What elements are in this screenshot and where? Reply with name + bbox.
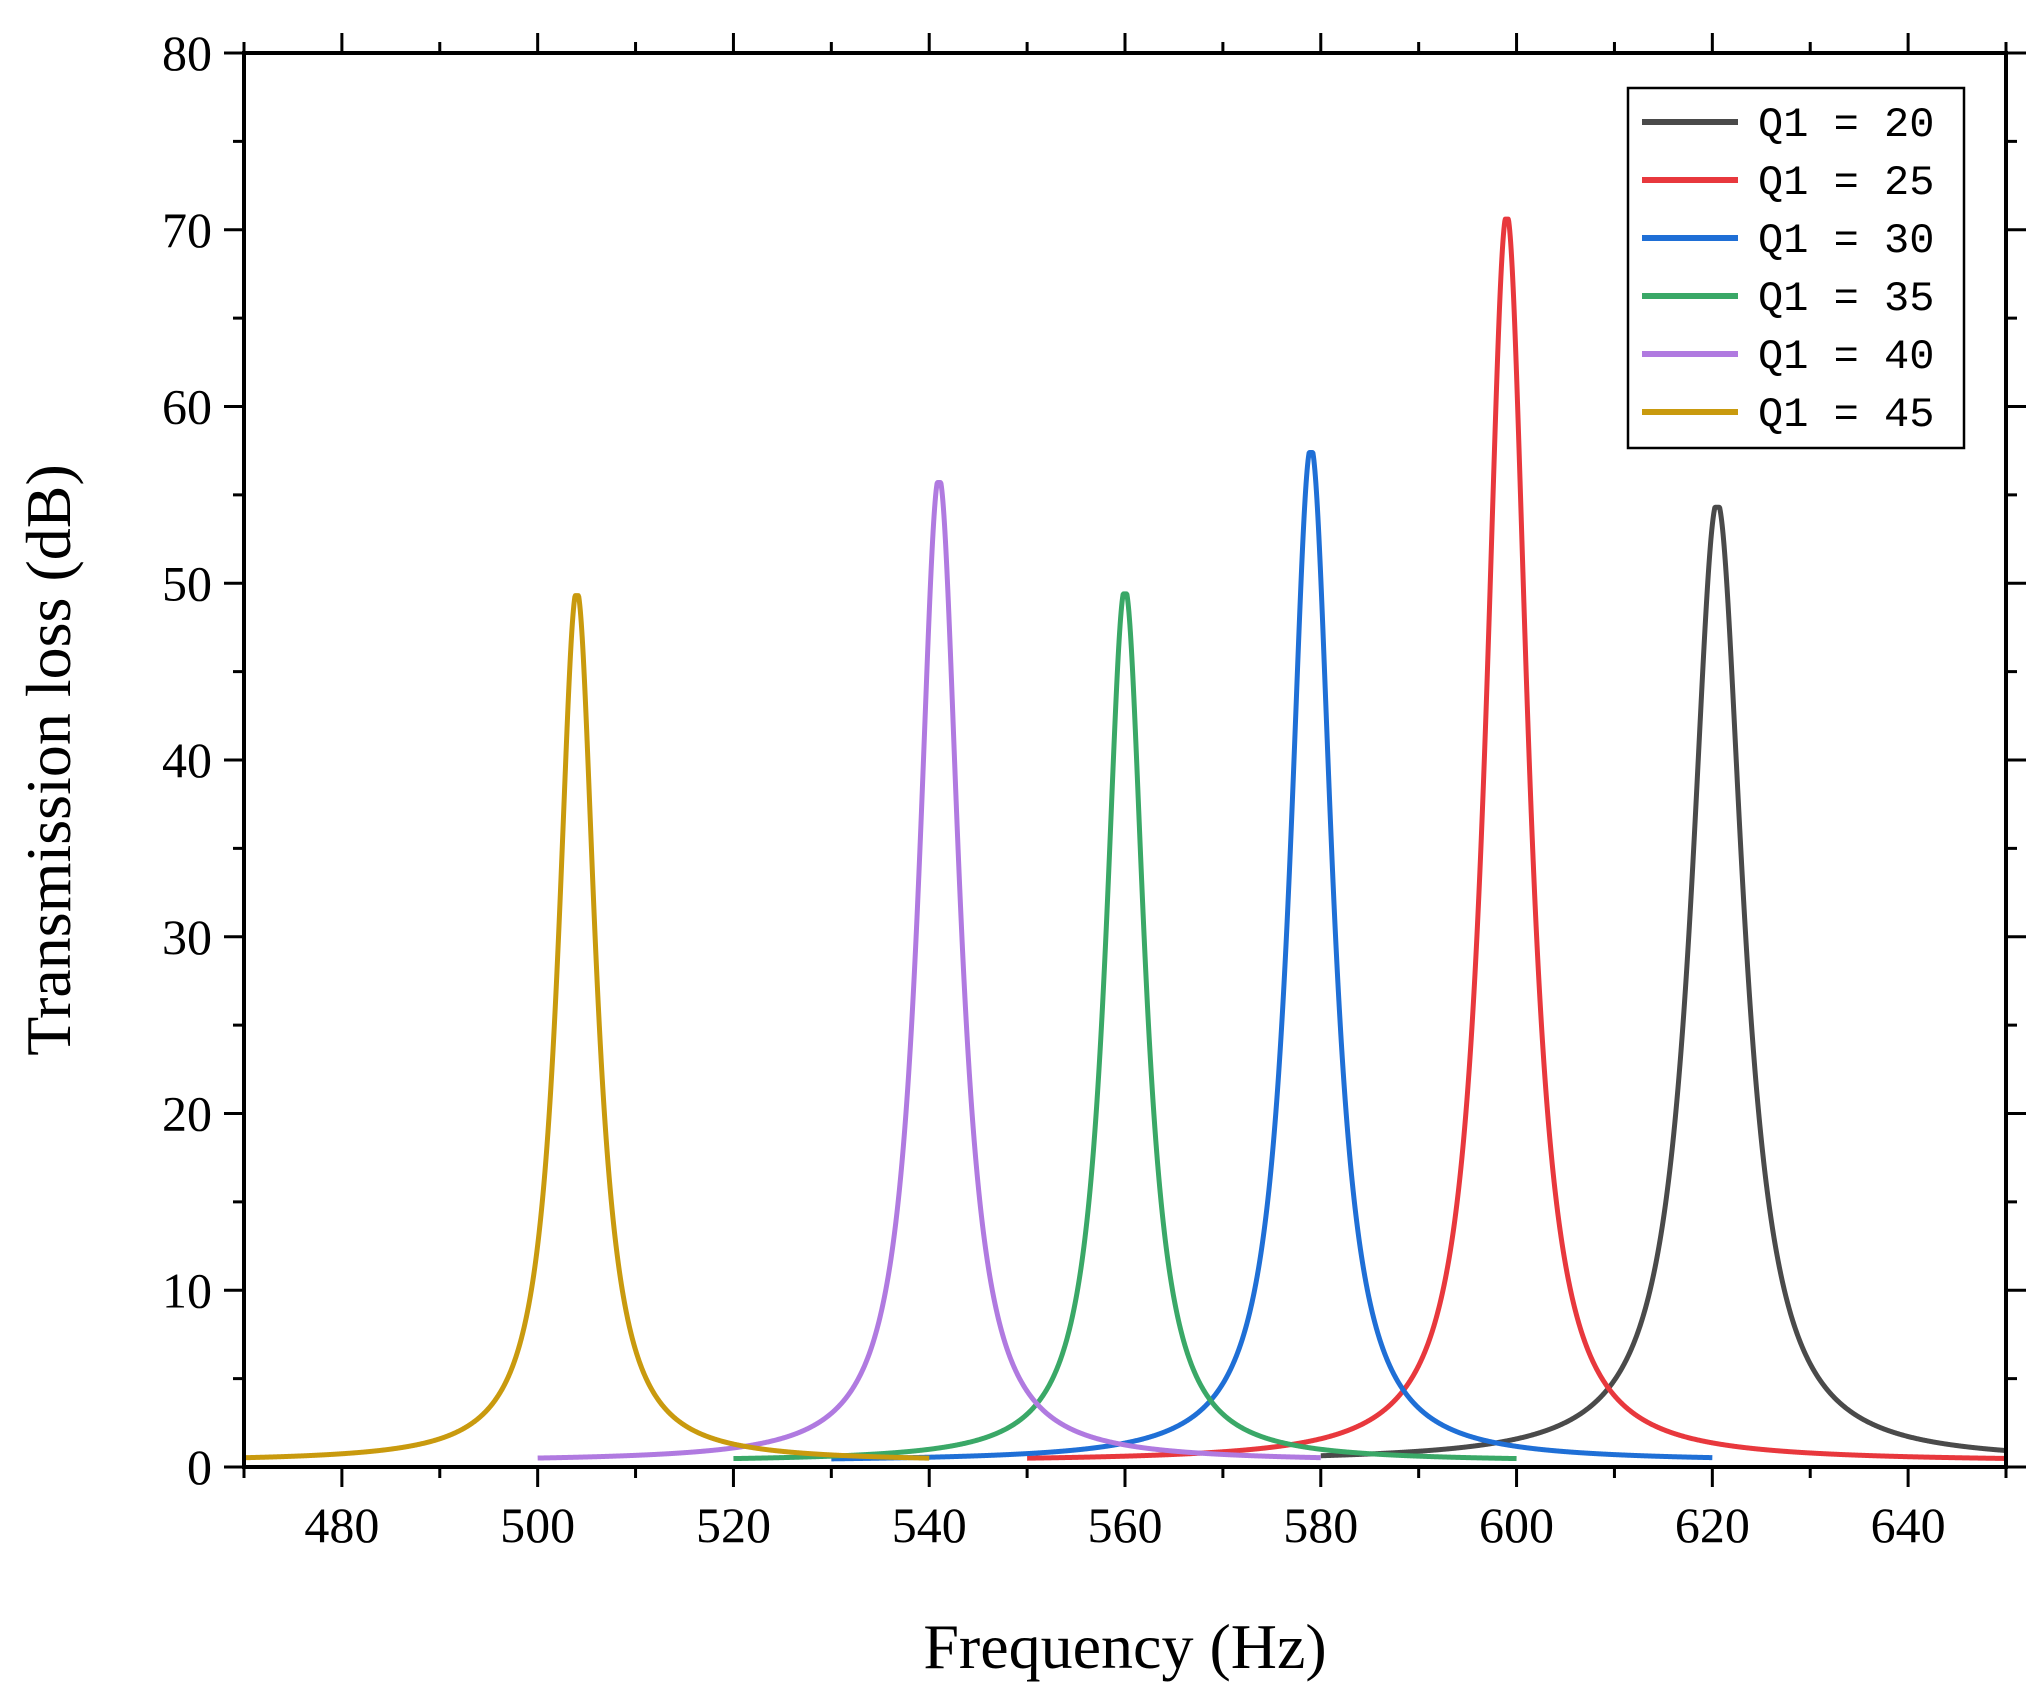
x-tick-label: 640 (1871, 1497, 1946, 1553)
x-tick-label: 560 (1088, 1497, 1163, 1553)
y-tick-label: 0 (187, 1439, 212, 1495)
y-tick-label: 20 (162, 1086, 212, 1142)
y-tick-label: 60 (162, 379, 212, 435)
series-line-1 (1318, 504, 2009, 1459)
y-tick-label: 50 (162, 555, 212, 611)
legend-label: Q1 = 30 (1758, 217, 1934, 265)
tick-labels: 480 500 520 540 560 580 600 620 640 0 10 20 30 40 50 60… (162, 25, 1946, 1553)
series-lines (241, 216, 2009, 1462)
x-tick-label: 520 (696, 1497, 771, 1553)
legend: Q1 = 20 Q1 = 25 Q1 = 30 Q1 = 35 Q1 = 40 Q1 = … (1626, 86, 1966, 450)
series-line-5 (535, 480, 1323, 1461)
plot-frame (242, 51, 2008, 1469)
y-tick-label: 30 (162, 909, 212, 965)
y-tick-label: 80 (162, 25, 212, 81)
legend-label: Q1 = 25 (1758, 159, 1934, 207)
x-axis-title: Frequency (Hz) (923, 1611, 1326, 1682)
x-tick-label: 620 (1675, 1497, 1750, 1553)
legend-label: Q1 = 40 (1758, 333, 1934, 381)
legend-box (1626, 86, 1966, 450)
legend-label: Q1 = 35 (1758, 275, 1934, 323)
y-tick-label: 70 (162, 202, 212, 258)
legend-label: Q1 = 20 (1758, 101, 1934, 149)
y-tick-label: 40 (162, 732, 212, 788)
x-tick-label: 580 (1283, 1497, 1358, 1553)
series-line-4 (731, 591, 1519, 1462)
x-tick-label: 600 (1479, 1497, 1554, 1553)
series-line-3 (829, 449, 1715, 1462)
x-tick-label: 500 (500, 1497, 575, 1553)
series-line-6 (241, 593, 932, 1461)
x-tick-label: 540 (892, 1497, 967, 1553)
y-axis-title: Transmission loss (dB) (13, 464, 84, 1056)
x-tick-label: 480 (304, 1497, 379, 1553)
y-tick-label: 10 (162, 1262, 212, 1318)
legend-label: Q1 = 45 (1758, 391, 1934, 439)
